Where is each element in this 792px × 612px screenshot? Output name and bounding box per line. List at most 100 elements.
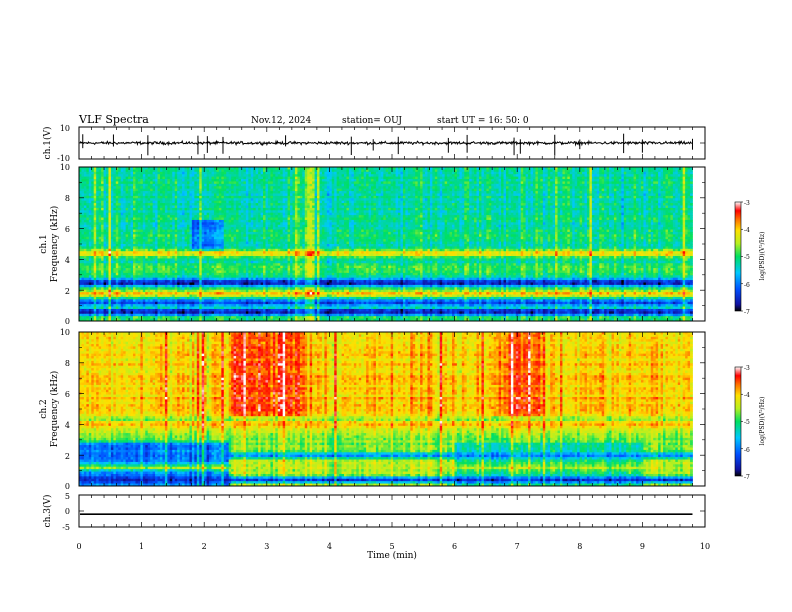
spectrogram-cell — [189, 200, 193, 204]
spectrogram-cell — [329, 186, 333, 190]
spectrogram-cell — [348, 167, 352, 170]
spectrogram-cell — [79, 210, 82, 214]
spectrogram-cell — [628, 203, 632, 206]
spectrogram-cell — [177, 200, 181, 204]
spectrogram-cell — [586, 186, 590, 190]
spectrogram-cell — [277, 176, 281, 180]
spectrogram-cell — [616, 193, 620, 197]
spectrogram-cell — [385, 167, 389, 170]
spectrogram-cell — [677, 193, 681, 197]
spectrogram-cell — [665, 181, 669, 185]
spectrogram-cell — [425, 174, 428, 178]
spectrogram-cell — [670, 171, 674, 175]
spectrogram-cell — [150, 169, 154, 173]
spectrogram-cell — [390, 210, 394, 214]
spectrogram-cell — [437, 179, 441, 182]
spectrogram-cell — [204, 186, 207, 190]
spectrogram-cell — [410, 193, 414, 197]
spectrogram-cell — [162, 188, 166, 192]
spectrogram-cell — [518, 179, 522, 182]
spectrogram-cell — [375, 176, 379, 180]
spectrogram-cell — [128, 210, 131, 214]
spectrogram-cell — [250, 191, 254, 194]
spectrogram-cell — [226, 212, 230, 216]
spectrogram-cell — [508, 179, 512, 182]
spectrogram-cell — [348, 183, 352, 187]
spectrogram-cell — [321, 186, 325, 190]
spectrogram-cell — [393, 171, 396, 175]
spectrogram-cell — [535, 176, 539, 180]
spectrogram-cell — [486, 171, 490, 175]
spectrogram-cell — [596, 171, 600, 175]
spectrogram-cell — [186, 183, 190, 187]
spectrogram-cell — [425, 169, 428, 173]
spectrogram-cell — [162, 212, 166, 216]
spectrogram-cell — [206, 193, 210, 197]
spectrogram-cell — [115, 210, 119, 214]
spectrogram-cell — [562, 181, 566, 185]
spectrogram-cell — [481, 171, 485, 175]
spectrogram-cell — [425, 205, 428, 209]
spectrogram-cell — [93, 193, 97, 197]
spectrogram-cell — [486, 203, 490, 206]
spectrogram-cell — [375, 181, 379, 185]
spectrogram-cell — [550, 195, 553, 199]
spectrogram-cell — [309, 169, 313, 173]
spectrogram-cell — [471, 171, 475, 175]
spectrogram-cell — [128, 171, 131, 175]
spectrogram-cell — [569, 193, 573, 197]
spectrogram-cell — [339, 205, 342, 209]
spectrogram-cell — [179, 191, 183, 194]
spectrogram-cell — [623, 176, 627, 180]
spectrogram-cell — [626, 169, 630, 173]
spectrogram-cell — [285, 207, 288, 211]
spectrogram-cell — [474, 176, 477, 180]
spectrogram-cell — [105, 207, 109, 211]
spectrogram-cell — [326, 212, 330, 216]
spectrogram-cell — [471, 200, 475, 204]
spectrogram-cell — [660, 174, 664, 178]
spectrogram-cell — [550, 174, 553, 178]
spectrogram-cell — [373, 195, 377, 199]
spectrogram-cell — [483, 181, 487, 185]
spectrogram-cell — [493, 176, 497, 180]
ch1-spectrogram-cells — [79, 167, 693, 322]
spectrogram-cell — [280, 183, 284, 187]
spectrogram-cell — [282, 210, 286, 214]
spectrogram-cell — [221, 169, 225, 173]
spectrogram-cell — [145, 207, 149, 211]
spectrogram-cell — [321, 198, 325, 202]
spectrogram-cell — [105, 174, 109, 178]
spectrogram-cell — [93, 167, 97, 170]
spectrogram-cell — [245, 198, 249, 202]
spectrogram-cell — [130, 174, 134, 178]
spectrogram-cell — [147, 210, 151, 214]
spectrogram-cell — [209, 203, 212, 206]
spectrogram-cell — [532, 205, 536, 209]
spectrogram-cell — [238, 191, 242, 194]
spectrogram-cell — [621, 207, 625, 211]
spectrogram-cell — [277, 174, 281, 178]
spectrogram-cell — [557, 188, 561, 192]
spectrogram-cell — [221, 205, 225, 209]
spectrogram-cell — [307, 205, 311, 209]
spectrogram-cell — [363, 169, 367, 173]
spectrogram-cell — [135, 210, 139, 214]
spectrogram-cell — [459, 198, 463, 202]
spectrogram-cell — [155, 176, 158, 180]
spectrogram-cell — [213, 174, 217, 178]
spectrogram-cell — [574, 195, 578, 199]
spectrogram-cell — [415, 179, 419, 182]
spectrogram-cell — [469, 210, 473, 214]
spectrogram-cell — [422, 188, 426, 192]
spectrogram-cell — [118, 198, 122, 202]
spectrogram-cell — [294, 205, 298, 209]
spectrogram-cell — [150, 186, 154, 190]
spectrogram-cell — [314, 186, 318, 190]
spectrogram-cell — [339, 183, 342, 187]
spectrogram-cell — [98, 203, 102, 206]
spectrogram-cell — [159, 188, 163, 192]
spectrogram-cell — [353, 181, 357, 185]
spectrogram-cell — [510, 200, 514, 204]
spectrogram-cell — [687, 198, 691, 202]
